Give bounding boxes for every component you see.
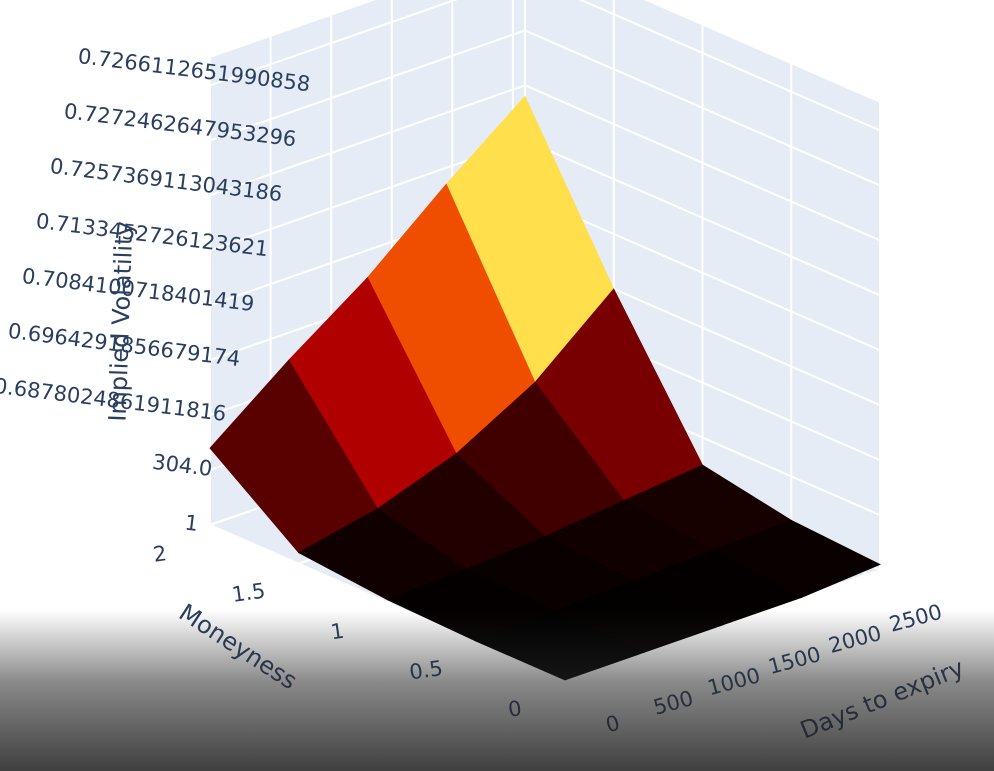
grid-line bbox=[209, 84, 526, 197]
y-tick-label: 500 bbox=[651, 686, 696, 720]
x-tick-label: 0 bbox=[507, 696, 524, 722]
x-axis-title: Moneyness bbox=[174, 598, 302, 695]
y-tick-label: 2000 bbox=[826, 621, 884, 658]
grid-line bbox=[578, 0, 881, 132]
grid-line bbox=[209, 29, 526, 142]
y-tick-label: 0 bbox=[603, 711, 622, 738]
z-axis-title: Implied Volatility bbox=[104, 221, 139, 422]
grid-line bbox=[524, 84, 881, 242]
y-tick-label: 1000 bbox=[705, 663, 763, 700]
x-tick-label: 0.5 bbox=[408, 656, 444, 684]
z-tick-label: 304.0 bbox=[151, 450, 214, 481]
grid-line bbox=[209, 0, 458, 87]
x-tick-label: 1 bbox=[329, 619, 346, 645]
y-tick-label: 1500 bbox=[766, 642, 824, 679]
y-tick-label: 2500 bbox=[887, 600, 945, 637]
grid-line bbox=[524, 29, 881, 187]
z-tick-label: 1 bbox=[183, 510, 199, 535]
x-tick-label: 2 bbox=[152, 541, 169, 567]
grid-line bbox=[524, 139, 881, 297]
x-tick-label: 1.5 bbox=[230, 579, 266, 607]
grid-line bbox=[524, 194, 881, 352]
y-axis-title: Days to expiry bbox=[796, 654, 968, 745]
